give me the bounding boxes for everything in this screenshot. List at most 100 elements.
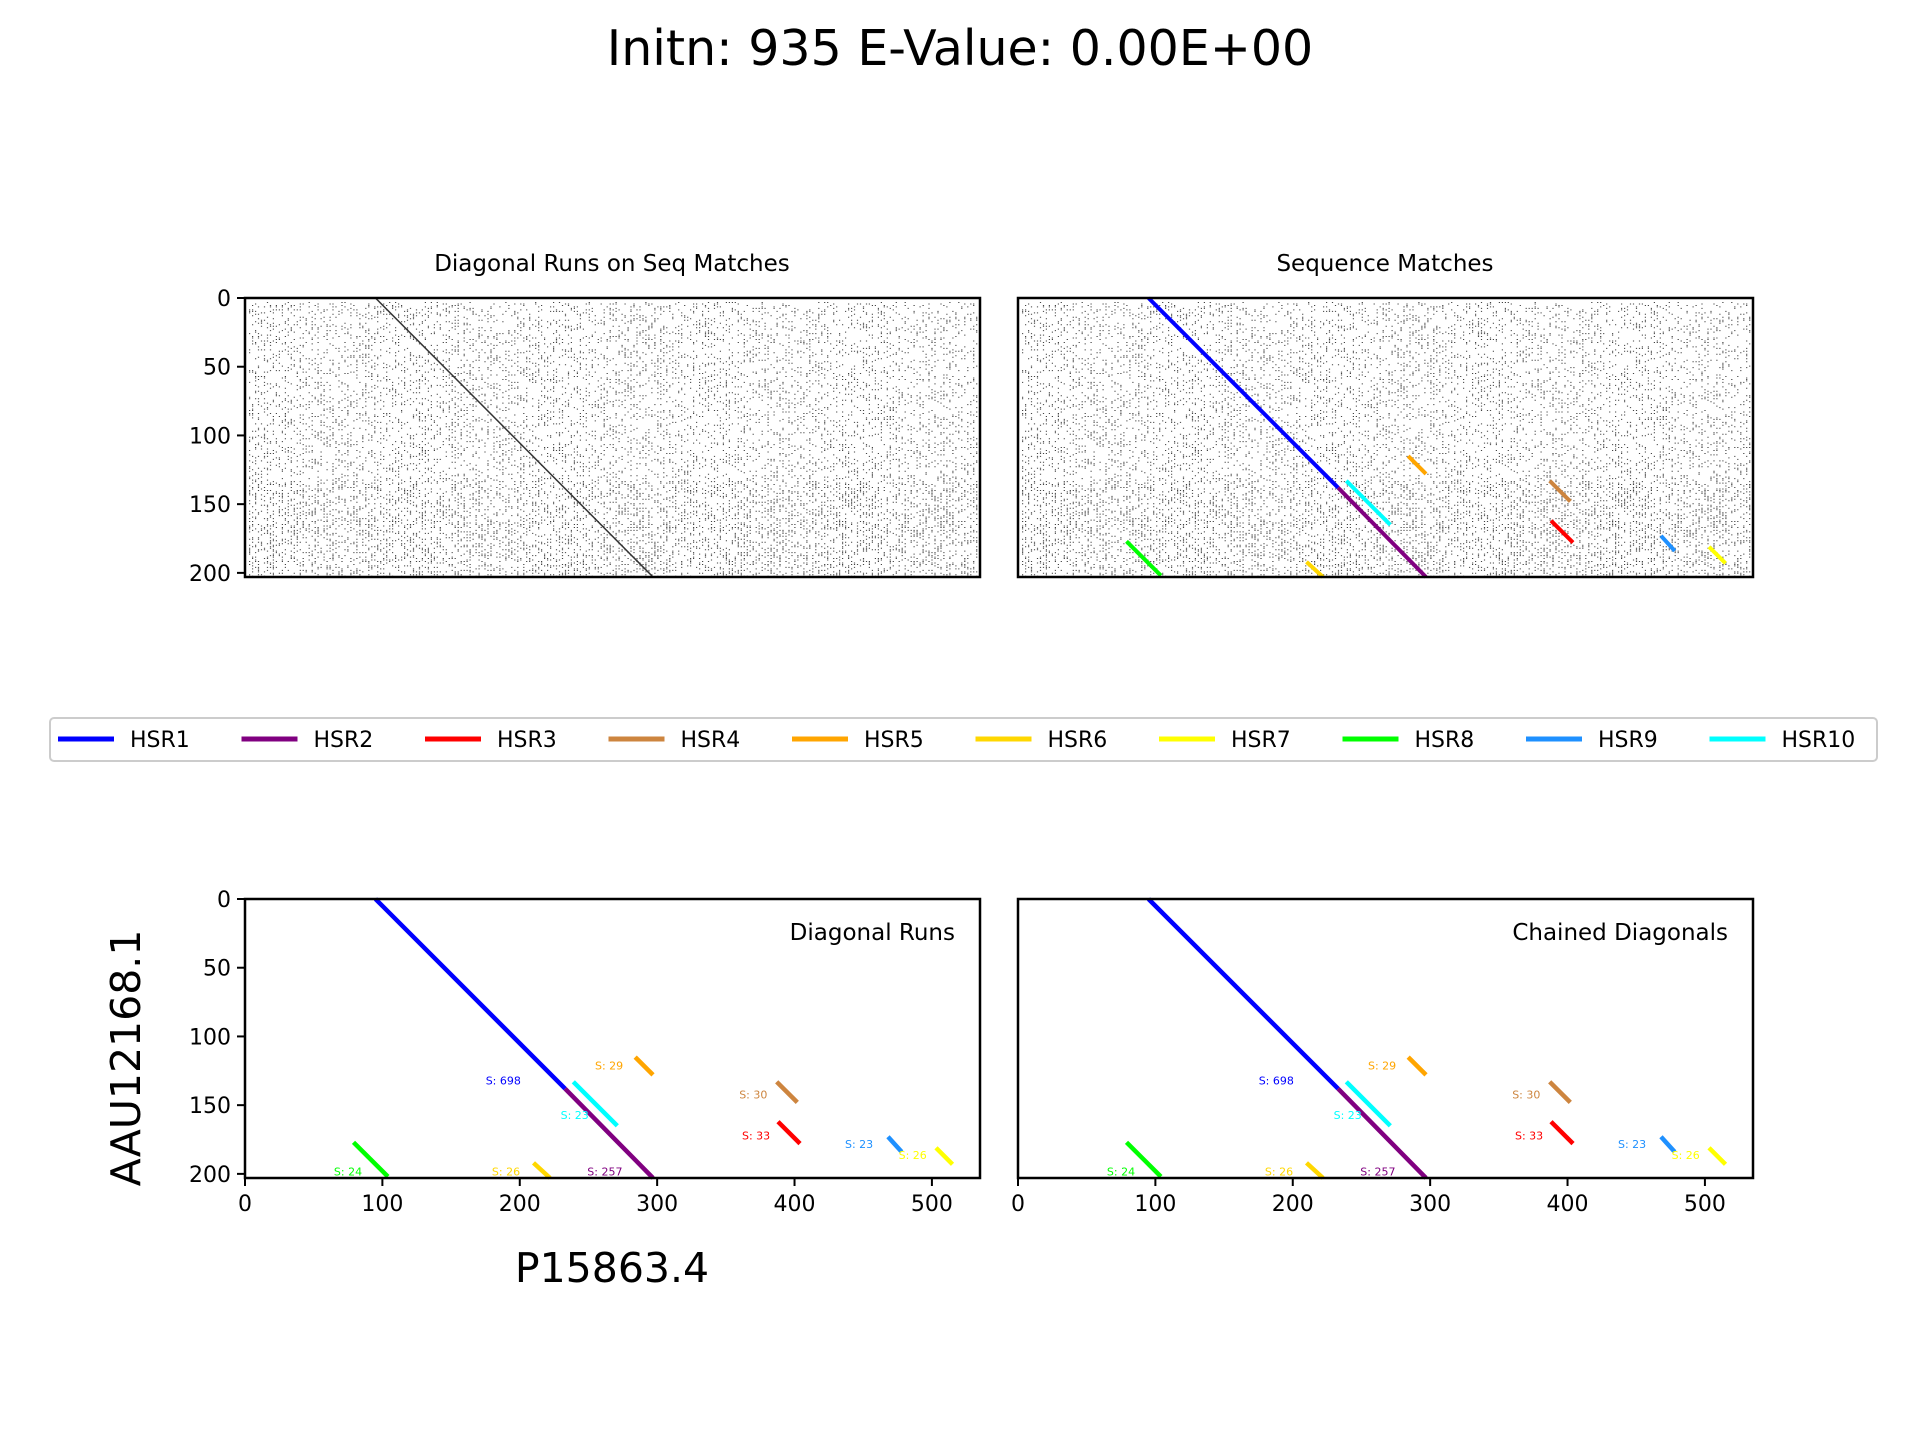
segment-score-label: S: 26: [899, 1149, 927, 1162]
match-dot-field: [1022, 302, 1751, 577]
legend-label: HSR4: [681, 728, 741, 753]
segment-score-label: S: 23: [1618, 1138, 1646, 1151]
x-tick-label: 100: [1134, 1192, 1176, 1217]
segment-score-label: S: 33: [1515, 1130, 1543, 1143]
legend-label: HSR9: [1598, 728, 1658, 753]
segment-hsr8: [1124, 1140, 1163, 1179]
x-tick-label: 0: [238, 1192, 252, 1217]
legend-label: HSR1: [130, 728, 190, 753]
segment-hsr3: [776, 1120, 802, 1146]
x-tick-label: 200: [1272, 1192, 1314, 1217]
x-tick-label: 500: [1684, 1192, 1726, 1217]
x-axis-label: P15863.4: [515, 1244, 709, 1292]
segment-score-label: S: 23: [1334, 1109, 1362, 1122]
segment-hsr5: [1406, 1055, 1428, 1077]
plot-area: [1018, 298, 1753, 577]
segment-hsr2: [563, 1087, 655, 1180]
match-dots: [1022, 302, 1751, 577]
segment-hsr8: [351, 1140, 390, 1179]
y-tick-label: 50: [203, 957, 231, 982]
segment-score-label: S: 29: [1368, 1059, 1396, 1072]
segment-hsr10: [1344, 479, 1392, 527]
segment-hsr10: [1344, 1080, 1392, 1128]
legend-label: HSR3: [497, 728, 557, 753]
segment-hsr8: [1125, 539, 1163, 578]
x-tick-label: 200: [499, 1192, 541, 1217]
panel-title: Diagonal Runs on Seq Matches: [434, 251, 790, 277]
segment-hsr5: [1406, 454, 1428, 476]
x-tick-label: 400: [774, 1192, 816, 1217]
plot-area: [1018, 899, 1753, 1178]
segment-hsr4: [1548, 1080, 1572, 1104]
segment-hsr4: [1548, 479, 1572, 503]
hsr-segments: [1125, 296, 1727, 579]
segment-hsr1: [1147, 296, 1340, 490]
legend-label: HSR6: [1048, 728, 1108, 753]
chained-diagonals-panel: S: 698 S: 257 S: 33 S: 30 S: 29 S: 26 S: 26 S: …: [1011, 897, 1755, 1217]
x-tick-label: 0: [1011, 1192, 1025, 1217]
segment-score-label: S: 33: [742, 1130, 770, 1143]
segment-hsr7: [1707, 1146, 1728, 1166]
panel-title: Sequence Matches: [1276, 251, 1493, 277]
legend-label: HSR7: [1231, 728, 1291, 753]
segment-score-label: S: 30: [739, 1088, 767, 1101]
segment-hsr10: [571, 1080, 619, 1128]
x-tick-label: 400: [1547, 1192, 1589, 1217]
diagonal-run-line: [374, 297, 654, 578]
segment-hsr3: [1549, 1120, 1575, 1146]
panel-annotation: Diagonal Runs: [790, 920, 955, 946]
plot-area: [245, 899, 980, 1178]
segment-score-label: S: 23: [561, 1109, 589, 1122]
dotplot-diagonal-runs-panel: Diagonal Runs on Seq Matches 0 50 100 150 20…: [189, 251, 982, 587]
panel-annotation: Chained Diagonals: [1512, 920, 1728, 946]
segment-hsr7: [1707, 545, 1727, 565]
segment-score-label: S: 698: [1259, 1075, 1294, 1088]
y-tick-label: 100: [189, 424, 231, 449]
legend-items: HSR1 HSR2 HSR3 HSR4 HSR5 HSR6 HSR7 HSR8 HSR9 HSR1…: [58, 728, 1855, 753]
plot-frame: [1016, 296, 1755, 579]
segment-hsr5: [633, 1055, 655, 1077]
segment-hsr6: [1304, 1161, 1325, 1180]
segment-hsr2: [1336, 486, 1428, 579]
y-tick-label: 200: [189, 1163, 231, 1188]
segment-score-label: S: 257: [587, 1165, 622, 1178]
segment-score-label: S: 24: [334, 1165, 362, 1178]
y-ticks: 0 50 100 150 200: [189, 888, 245, 1188]
x-tick-label: 100: [361, 1192, 403, 1217]
plot-frame: [1016, 897, 1755, 1180]
y-tick-label: 50: [203, 356, 231, 381]
x-ticks: 0 100 200 300 400 500: [1011, 1178, 1726, 1217]
segment-hsr4: [775, 1080, 799, 1104]
legend: HSR1 HSR2 HSR3 HSR4 HSR5 HSR6 HSR7 HSR8 HSR9 HSR1…: [49, 717, 1878, 762]
y-tick-label: 0: [217, 888, 231, 913]
y-tick-label: 150: [189, 493, 231, 518]
segment-hsr3: [1549, 519, 1575, 545]
legend-label: HSR8: [1415, 728, 1475, 753]
x-tick-label: 500: [911, 1192, 953, 1217]
segment-hsr6: [1305, 560, 1325, 579]
dotplot-sequence-matches-panel: Sequence Matches: [1016, 251, 1755, 579]
segment-score-label: S: 29: [595, 1059, 623, 1072]
segment-score-label: S: 24: [1107, 1165, 1135, 1178]
plot-frame: [243, 296, 982, 579]
hsr-segments: [1124, 897, 1728, 1180]
segment-hsr9: [886, 1135, 904, 1154]
y-axis-label: AAU12168.1: [102, 930, 150, 1187]
plot-area: [245, 298, 980, 577]
legend-label: HSR2: [314, 728, 374, 753]
segment-score-label: S: 257: [1360, 1165, 1395, 1178]
segment-hsr1: [1146, 897, 1340, 1091]
y-tick-label: 0: [217, 287, 231, 312]
figure-title: Initn: 935 E-Value: 0.00E+00: [607, 20, 1313, 77]
x-tick-label: 300: [1409, 1192, 1451, 1217]
y-tick-label: 150: [189, 1094, 231, 1119]
segment-hsr7: [934, 1146, 955, 1166]
legend-frame: [49, 717, 1878, 762]
segment-score-label: S: 30: [1512, 1088, 1540, 1101]
match-dots: [249, 302, 978, 577]
segment-hsr6: [531, 1161, 552, 1180]
segment-score-label: S: 26: [492, 1165, 520, 1178]
segment-hsr9: [1659, 534, 1677, 553]
plot-frame: [243, 897, 982, 1180]
